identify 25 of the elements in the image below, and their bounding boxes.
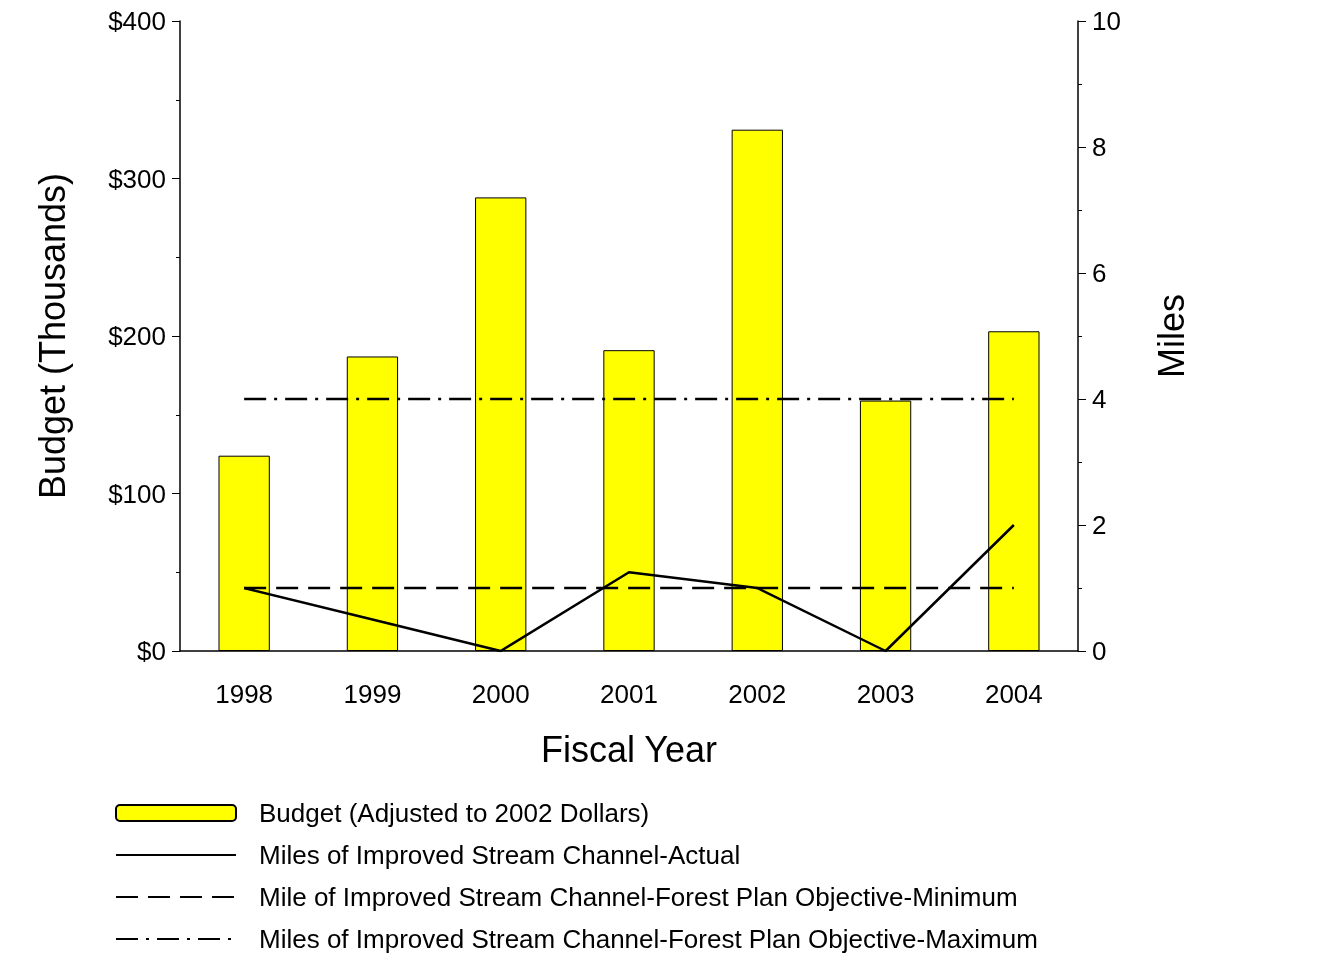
y2-tick-label: 6	[1092, 258, 1107, 288]
x-tick-label: 1998	[215, 679, 274, 709]
y2-tick-label: 2	[1092, 510, 1107, 540]
y2-tick-label: 10	[1092, 6, 1121, 36]
x-axis-title: Fiscal Year	[540, 728, 718, 770]
x-tick-label: 2003	[856, 679, 915, 709]
x-tick-label: 2002	[728, 679, 787, 709]
y-tick-label: $300	[108, 163, 166, 194]
y-tick-label: $0	[137, 636, 166, 666]
y-axis-title: Budget (Thousands)	[31, 172, 73, 500]
legend-label: Miles of Improved Stream Channel-Actual	[259, 840, 741, 870]
x-tick-label: 1999	[343, 679, 402, 709]
y2-tick-label: 8	[1092, 132, 1107, 162]
y2-axis-title: Miles	[1150, 293, 1192, 379]
legend-label: Budget (Adjusted to 2002 Dollars)	[259, 798, 650, 828]
x-tick-label: 2001	[600, 679, 658, 709]
y-tick-label: $100	[108, 478, 166, 509]
y2-tick-label: 4	[1092, 384, 1107, 414]
legend-label: Mile of Improved Stream Channel-Forest Plan Objective-Minimum	[259, 882, 1018, 912]
y-tick-label: $200	[108, 321, 166, 351]
x-tick-label: 2004	[984, 679, 1043, 709]
y-tick-label: $400	[108, 6, 166, 36]
y2-tick-label: 0	[1092, 636, 1107, 666]
legend-label: Miles of Improved Stream Channel-Forest Plan Objective-Maximum	[259, 924, 1038, 954]
x-tick-label: 2000	[471, 679, 530, 709]
